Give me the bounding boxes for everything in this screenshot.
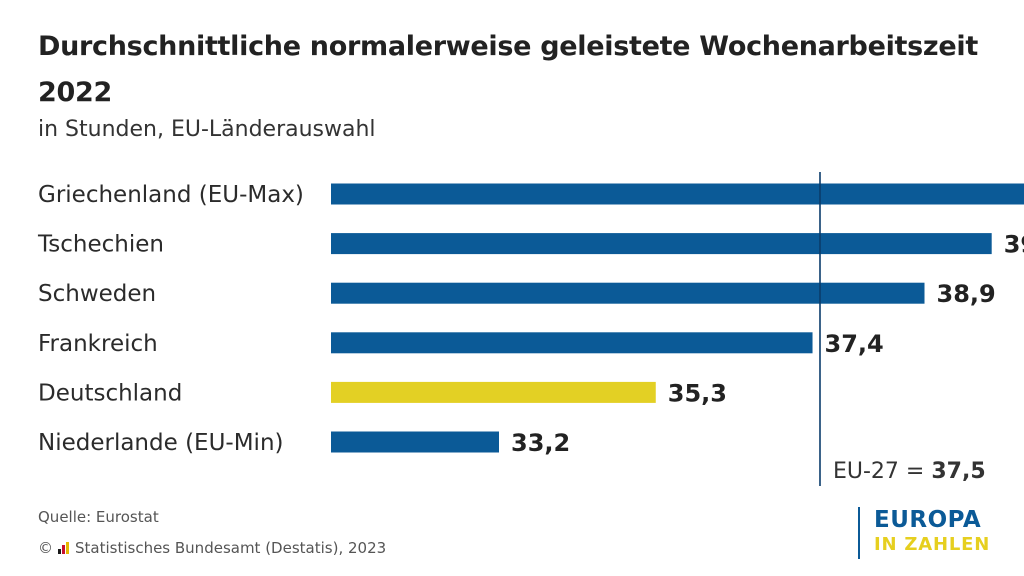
copyright-text: Statistisches Bundesamt (Destatis), 2023 bbox=[75, 539, 387, 557]
brand-line1: EUROPA bbox=[874, 507, 982, 533]
brand-line2: IN ZAHLEN bbox=[874, 534, 991, 555]
europa-in-zahlen-logo: EUROPA IN ZAHLEN bbox=[858, 507, 990, 559]
destatis-bars-icon bbox=[58, 542, 70, 554]
copyright-note: © Statistisches Bundesamt (Destatis), 20… bbox=[38, 539, 386, 557]
chart-title: Durchschnittliche normalerweise geleiste… bbox=[38, 31, 978, 108]
bar bbox=[331, 233, 992, 255]
chart-subtitle: in Stunden, EU-Länderauswahl bbox=[38, 117, 376, 142]
value-label: 39,8 bbox=[1004, 231, 1024, 259]
category-label: Niederlande (EU-Min) bbox=[38, 430, 284, 456]
value-label: 33,2 bbox=[511, 429, 570, 457]
reference-value: 37,5 bbox=[931, 459, 985, 484]
category-label: Griechenland (EU-Max) bbox=[38, 182, 304, 208]
bar bbox=[331, 332, 813, 354]
category-label: Tschechien bbox=[37, 232, 164, 258]
copyright-symbol: © bbox=[38, 539, 53, 557]
bar bbox=[331, 282, 925, 304]
reference-label: EU-27 = 37,5 bbox=[833, 459, 986, 484]
source-note: Quelle: Eurostat bbox=[38, 508, 159, 526]
value-label: 35,3 bbox=[668, 379, 727, 407]
value-label: 38,9 bbox=[937, 280, 996, 308]
bar-chart: Griechenland (EU-Max)41,0Tschechien39,8S… bbox=[37, 172, 1024, 486]
bar bbox=[331, 381, 656, 403]
category-label: Schweden bbox=[38, 281, 156, 307]
bar bbox=[331, 183, 1024, 205]
category-label: Deutschland bbox=[38, 380, 182, 406]
value-label: 37,4 bbox=[825, 330, 884, 358]
category-label: Frankreich bbox=[38, 331, 158, 357]
bar bbox=[331, 431, 499, 453]
